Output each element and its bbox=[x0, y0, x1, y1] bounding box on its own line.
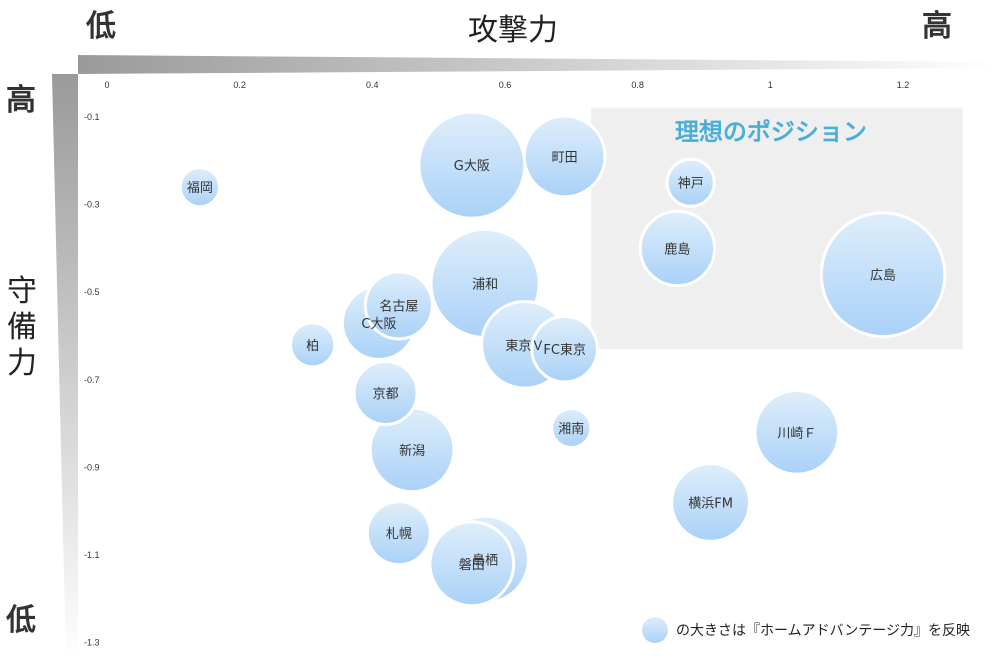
bubble-label: 鳥栖 bbox=[472, 553, 498, 568]
y-tick-label: -0.1 bbox=[84, 112, 100, 122]
bubble-label: 京都 bbox=[373, 387, 399, 402]
y-tick-label: -1.3 bbox=[84, 638, 100, 648]
bubble-label: 浦和 bbox=[472, 277, 498, 292]
bubble-label: 川崎Ｆ bbox=[777, 426, 816, 441]
bubble-point bbox=[363, 270, 434, 341]
y-tick-label: -0.9 bbox=[84, 462, 100, 472]
bubble-label: 東京Ｖ bbox=[505, 338, 544, 354]
x-tick-label: 1.2 bbox=[897, 80, 910, 90]
bubble-label: G大阪 bbox=[454, 159, 490, 174]
x-tick-label: 0.6 bbox=[499, 80, 512, 90]
ideal-zone-label: 理想のポジション bbox=[675, 118, 867, 146]
bubble-label: 札幌 bbox=[386, 526, 412, 542]
bubble-label: 新潟 bbox=[399, 443, 425, 459]
bubble-point bbox=[530, 314, 599, 384]
bubble-label: FC東京 bbox=[543, 342, 586, 358]
bubble-point bbox=[178, 165, 221, 209]
y-axis-title: 守備力 bbox=[2, 274, 42, 382]
y-tick-label: -1.1 bbox=[84, 550, 100, 560]
y-tick-label: -0.7 bbox=[84, 375, 100, 385]
x-axis-low-label: 低 bbox=[86, 9, 116, 44]
y-axis-high-label: 高 bbox=[6, 83, 36, 118]
bubble-point bbox=[550, 406, 593, 450]
bubble-label: 磐田 bbox=[459, 558, 485, 573]
attack-axis-wedge bbox=[78, 55, 1000, 74]
bubble-point bbox=[753, 388, 841, 476]
x-tick-label: 0 bbox=[104, 80, 109, 90]
y-axis-low-label: 低 bbox=[6, 603, 36, 638]
x-tick-label: 0.4 bbox=[366, 80, 379, 90]
bubble-point bbox=[365, 500, 432, 567]
bubble-label: 神戸 bbox=[678, 177, 704, 192]
bubble-point bbox=[665, 157, 716, 208]
bubble-label: 福岡 bbox=[187, 181, 213, 196]
bubble-point bbox=[428, 520, 516, 608]
bubble-point bbox=[638, 209, 717, 288]
x-axis-high-label: 高 bbox=[922, 9, 952, 44]
bubble-label: 柏 bbox=[306, 339, 319, 354]
x-tick-label: 0.2 bbox=[233, 80, 246, 90]
bubble-point bbox=[352, 359, 419, 426]
x-tick-labels: 0 0.2 0.4 0.6 0.8 1 1.2 bbox=[104, 80, 909, 90]
x-tick-label: 1 bbox=[768, 80, 773, 90]
bubble-point bbox=[288, 321, 337, 369]
y-tick-label: -0.3 bbox=[84, 200, 100, 210]
bubble-point bbox=[522, 114, 607, 199]
bubble-label: 鹿島 bbox=[664, 241, 690, 257]
defense-axis-wedge bbox=[52, 74, 78, 660]
bubble-label: C大阪 bbox=[361, 317, 396, 332]
y-tick-label: -0.5 bbox=[84, 287, 100, 297]
y-axis-title-text: 守備力 bbox=[7, 274, 37, 381]
bubble-label: 横浜FM bbox=[688, 496, 733, 511]
bubble-label: 町田 bbox=[552, 150, 578, 165]
legend-bubble-swatch bbox=[642, 617, 668, 643]
legend-text: の大きさは『ホームアドバンテージ力』を反映 bbox=[676, 623, 970, 639]
y-tick-labels: -0.1 -0.3 -0.5 -0.7 -0.9 -1.1 -1.3 bbox=[84, 112, 100, 648]
x-tick-label: 0.8 bbox=[631, 80, 644, 90]
bubble-point bbox=[670, 462, 751, 543]
bubble-label: 湘南 bbox=[558, 421, 584, 437]
bubble-label: 広島 bbox=[870, 269, 896, 284]
bubble-label: 名古屋 bbox=[379, 298, 418, 314]
bubble-point bbox=[819, 211, 947, 338]
x-axis-title: 攻撃力 bbox=[468, 13, 558, 48]
